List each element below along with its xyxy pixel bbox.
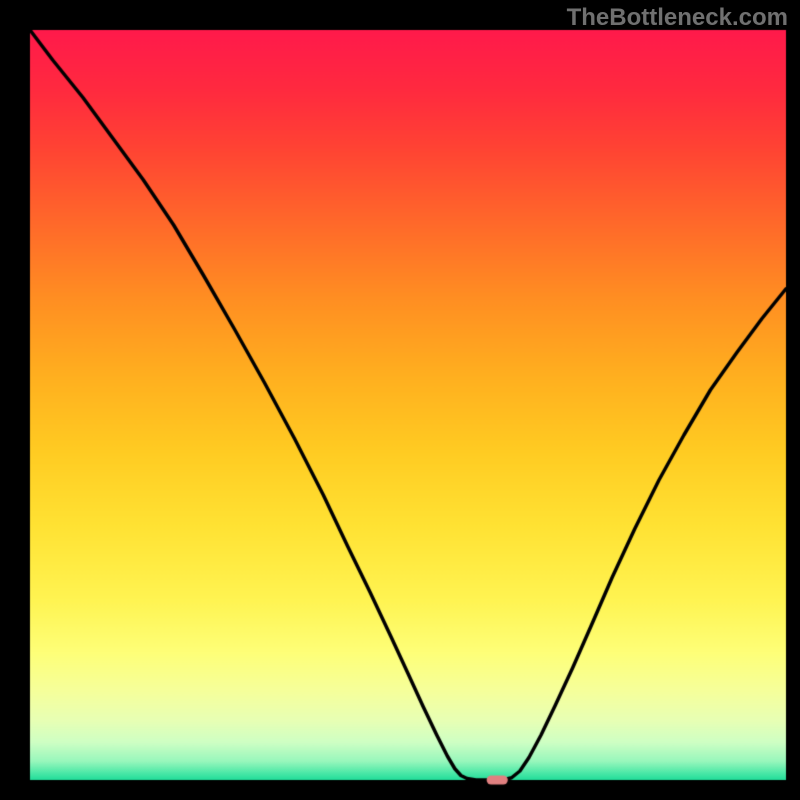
chart-container: TheBottleneck.com: [0, 0, 800, 800]
bottleneck-chart: [0, 0, 800, 800]
